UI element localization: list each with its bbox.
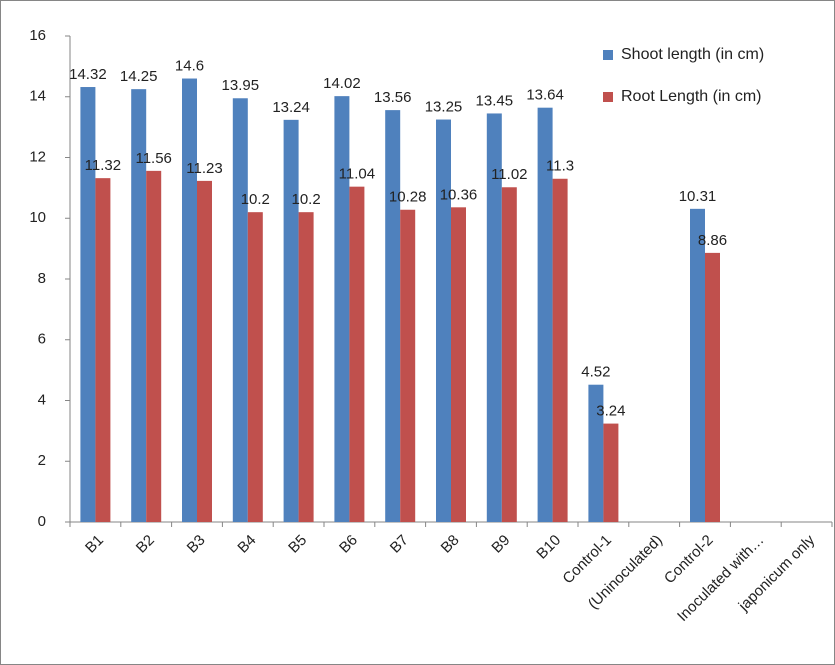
bar (349, 186, 365, 522)
data-label: 11.3 (546, 158, 574, 175)
bar (400, 209, 416, 522)
y-tick-label: 2 (38, 452, 46, 469)
data-label: 3.24 (596, 403, 625, 420)
data-label: 14.6 (175, 57, 204, 74)
data-label: 13.64 (526, 87, 564, 104)
data-label: 14.32 (69, 66, 107, 83)
y-tick-label: 16 (29, 27, 46, 44)
data-label: 8.86 (698, 232, 727, 249)
bar (690, 208, 705, 523)
bar (80, 87, 96, 522)
bar (197, 180, 212, 523)
legend-label: Shoot length (in cm) (621, 46, 764, 63)
y-tick-label: 4 (38, 391, 46, 408)
bar (603, 423, 619, 522)
bar (182, 78, 197, 523)
y-tick-label: 0 (38, 513, 46, 530)
bar (436, 119, 451, 522)
data-label: 13.95 (222, 77, 260, 94)
data-label: 11.32 (85, 157, 121, 174)
data-label: 13.56 (374, 89, 412, 106)
bar (146, 170, 162, 523)
data-label: 13.25 (425, 99, 463, 116)
bar (131, 89, 147, 522)
bar (95, 178, 111, 522)
data-label: 10.36 (440, 186, 478, 203)
y-tick-label: 14 (29, 88, 46, 105)
data-label: 13.45 (476, 92, 514, 109)
bar (501, 187, 517, 522)
bar (232, 98, 248, 523)
bar (486, 113, 502, 523)
bar (588, 384, 604, 522)
y-tick-label: 10 (29, 209, 46, 226)
data-label: 14.25 (120, 68, 158, 85)
legend-swatch (603, 92, 613, 102)
legend-swatch (603, 50, 613, 60)
bar (283, 119, 299, 523)
data-label: 11.02 (491, 166, 527, 183)
data-label: 11.04 (339, 166, 375, 183)
legend-label: Root Length (in cm) (621, 88, 762, 105)
data-label: 10.31 (679, 188, 717, 205)
data-label: 10.2 (241, 191, 270, 208)
data-label: 10.2 (291, 191, 320, 208)
y-tick-label: 12 (29, 148, 46, 165)
bar (385, 110, 401, 523)
data-label: 10.28 (389, 189, 427, 206)
bar (334, 96, 350, 522)
bar (451, 207, 466, 522)
bar (247, 212, 263, 523)
data-label: 4.52 (581, 364, 610, 381)
bar (298, 212, 314, 523)
bar (552, 178, 568, 522)
data-label: 11.23 (186, 160, 222, 177)
data-label: 11.56 (135, 150, 171, 167)
bar (705, 252, 720, 522)
data-label: 14.02 (323, 75, 361, 92)
y-tick-label: 6 (38, 331, 46, 348)
y-tick-label: 8 (38, 270, 46, 287)
data-label: 13.24 (272, 99, 310, 116)
bar (537, 107, 553, 522)
